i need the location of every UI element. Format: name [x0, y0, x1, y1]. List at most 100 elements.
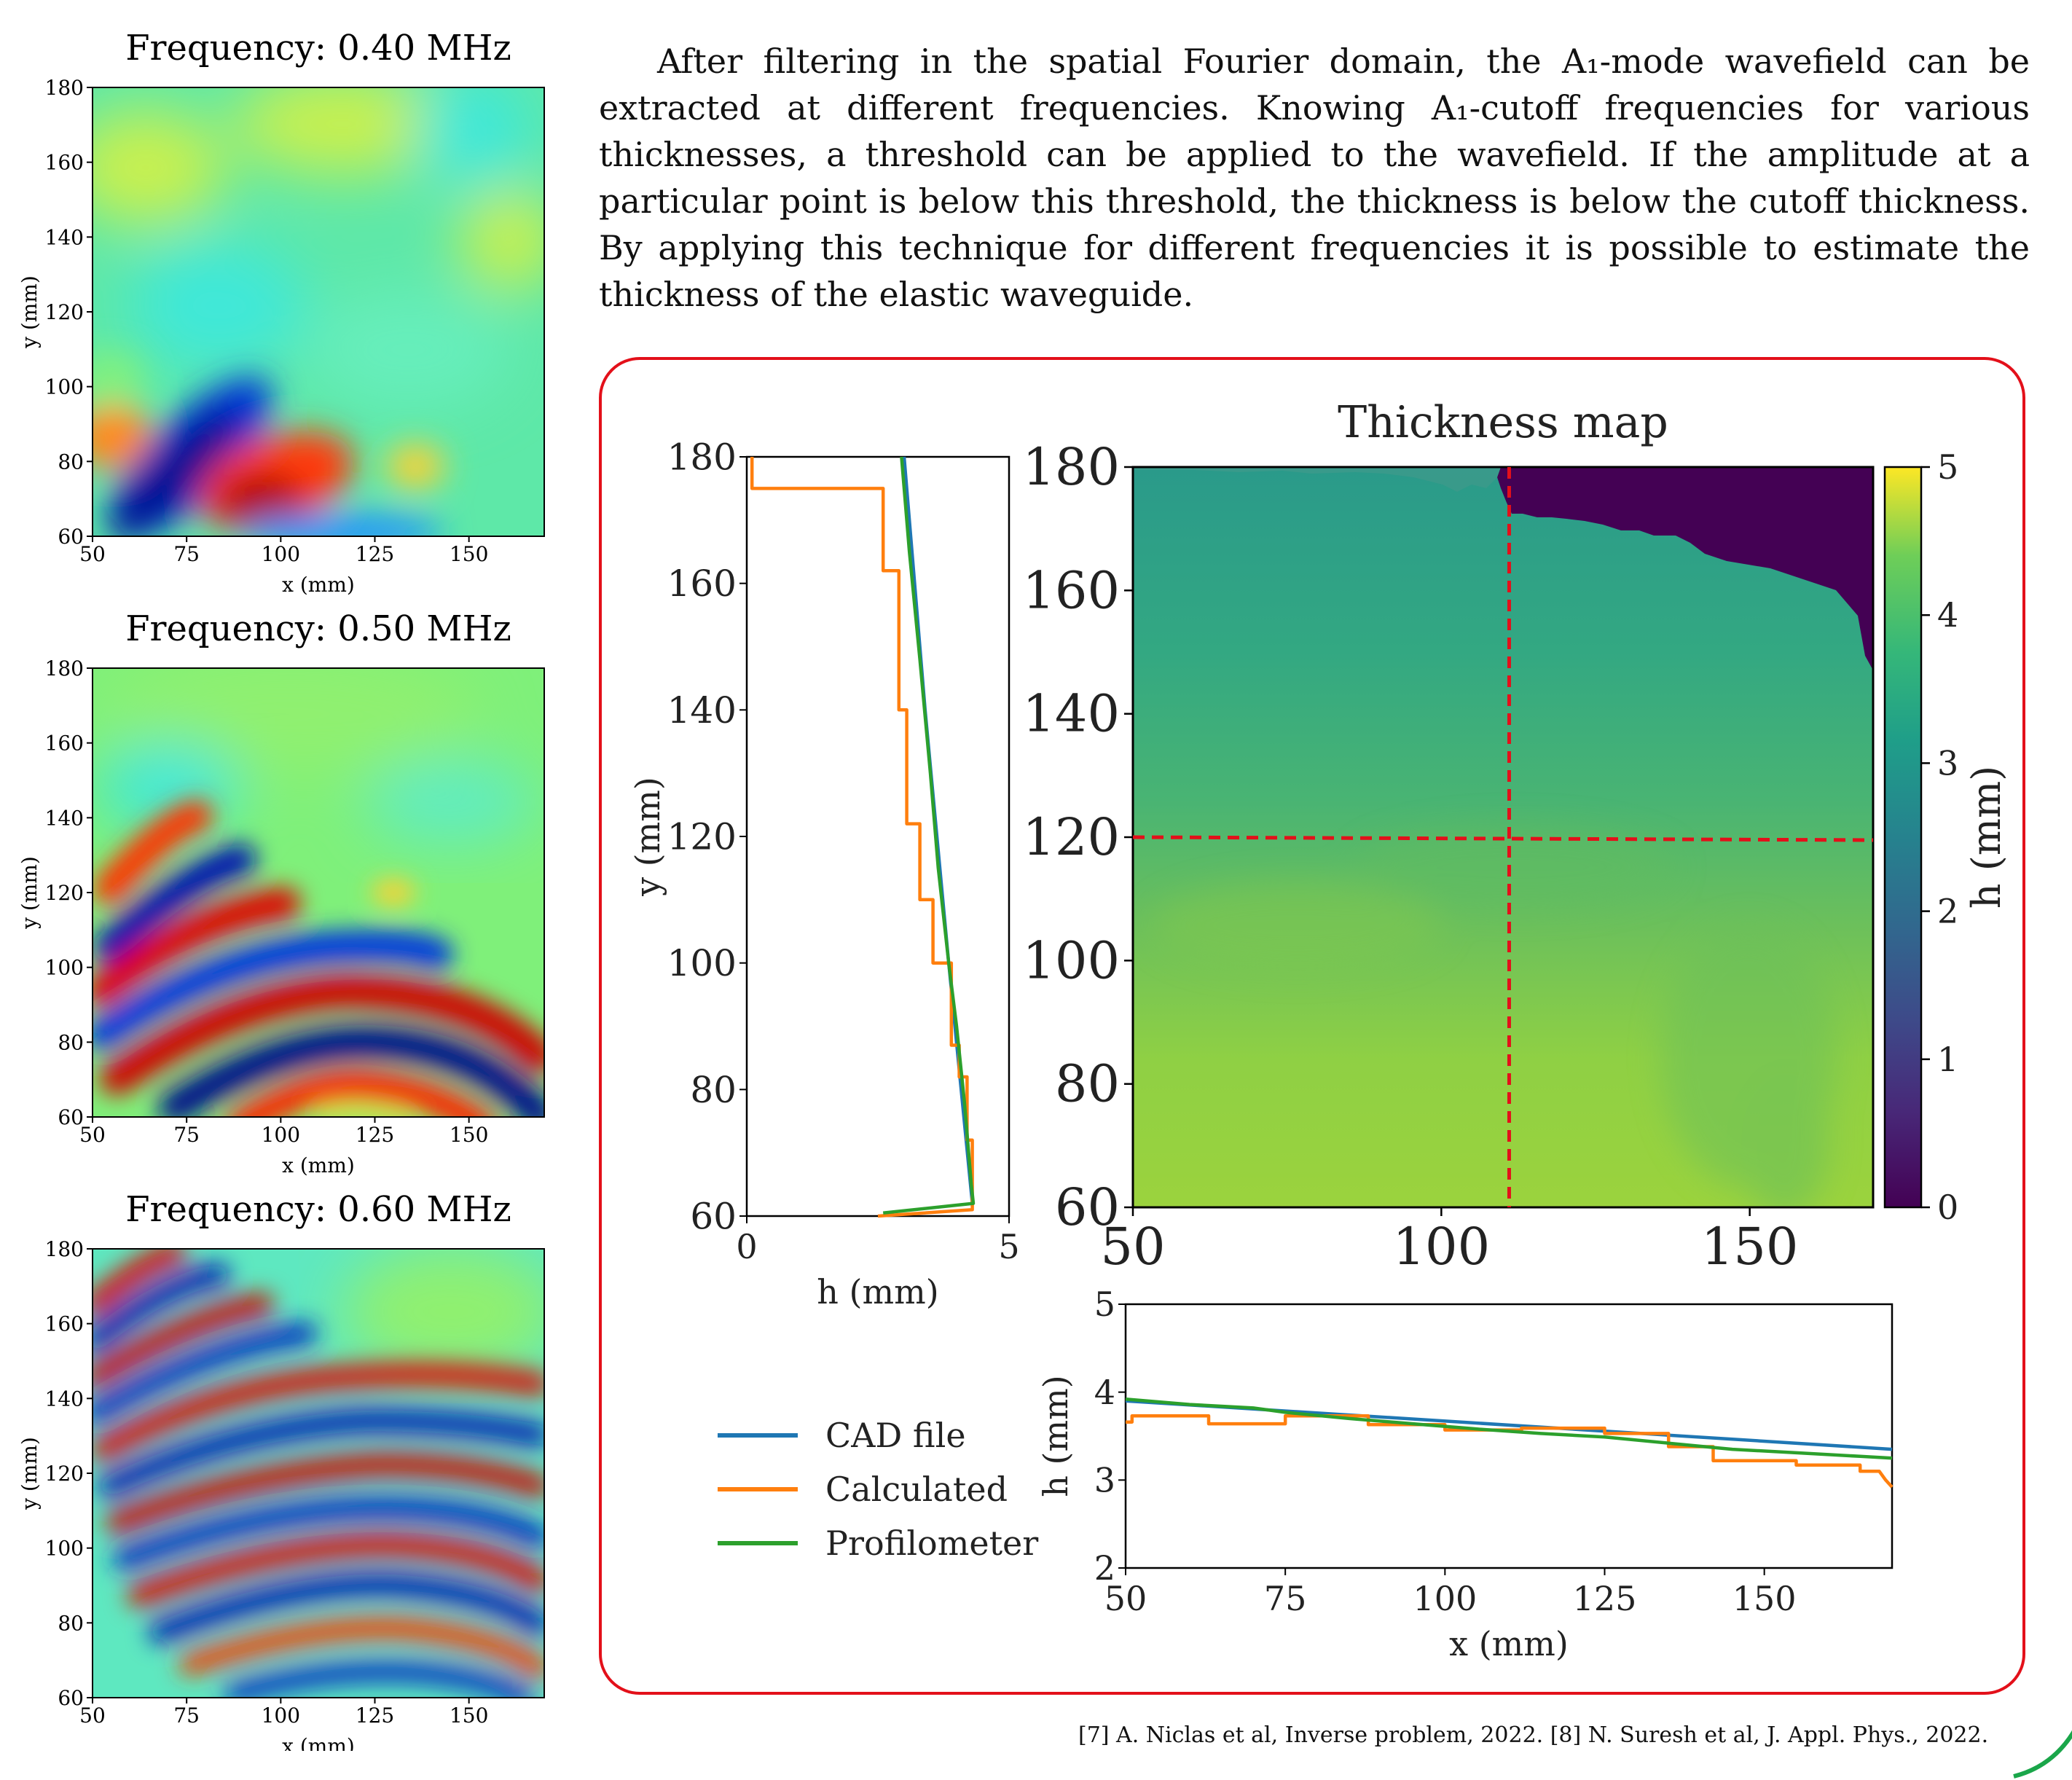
colorbar-label: h (mm): [1963, 766, 2009, 909]
x-tick-label: 0: [736, 1227, 757, 1266]
colorbar: [1883, 466, 1923, 1209]
y-tick-label: 120: [45, 1462, 84, 1486]
wavefield-panel-060: Frequency: 0.60 MHz 50 75 100 1: [17, 1189, 545, 1751]
x-tick-label: 50: [79, 542, 106, 566]
y-tick-label: 180: [667, 436, 737, 479]
y-tick-label: 2: [1094, 1548, 1115, 1588]
y-tick-label: 100: [1022, 930, 1120, 990]
x-tick-label: 125: [356, 1123, 394, 1147]
below-cutoff-region: [1497, 467, 1873, 670]
y-tick-label: 140: [1022, 684, 1120, 744]
x-tick-label: 75: [173, 1123, 200, 1147]
colorbar-tick-label: 3: [1937, 743, 1958, 783]
x-axis-label: x (mm): [282, 573, 355, 597]
series-line-profilometer: [882, 456, 976, 1215]
y-tick-label: 3: [1094, 1460, 1115, 1499]
crosshair-horizontal: [1132, 835, 1874, 842]
y-tick-label: 100: [667, 942, 737, 984]
profile-h-vs-y-chart: 0 5 60 80 100 120 140 160 180 h (mm) y (mm): [628, 436, 1020, 1312]
colorbar-tick-label: 4: [1937, 595, 1958, 635]
y-tick-label: 180: [45, 76, 84, 100]
wavefield-panel-040: Frequency: 0.40 MHz: [17, 28, 545, 597]
colorbar-tick-label: 2: [1937, 892, 1958, 931]
x-tick-label: 75: [173, 1703, 200, 1728]
x-tick-label: 100: [262, 1703, 300, 1728]
x-tick-label: 50: [1104, 1579, 1147, 1618]
y-tick-label: 160: [1022, 560, 1120, 620]
y-axis-label: y (mm): [628, 777, 667, 897]
x-tick-label: 75: [1264, 1579, 1307, 1618]
x-tick-label: 50: [79, 1703, 106, 1728]
y-tick-label: 120: [45, 881, 84, 905]
x-tick-label: 125: [356, 1703, 394, 1728]
y-tick-label: 60: [1055, 1177, 1120, 1237]
y-tick-label: 60: [58, 1686, 84, 1710]
y-tick-label: 140: [667, 689, 737, 732]
series-line-profilometer: [1125, 1397, 1893, 1460]
y-tick-label: 120: [45, 300, 84, 324]
wavefield-image: [93, 87, 544, 536]
x-tick-label: 50: [1100, 1217, 1165, 1277]
x-tick-label: 50: [79, 1123, 106, 1147]
x-tick-label: 100: [262, 542, 300, 566]
x-tick-label: 100: [1413, 1579, 1477, 1618]
y-tick-label: 60: [58, 525, 84, 549]
panel-title: Frequency: 0.60 MHz: [125, 1189, 511, 1230]
x-tick-label: 75: [173, 542, 200, 566]
y-tick-label: 180: [1022, 437, 1120, 497]
axis-ticks: 50 75 100 125 150 60 80 100 120 140 160 180: [45, 1237, 489, 1728]
colorbar-tick-label: 1: [1937, 1040, 1958, 1079]
footnote: [7] A. Niclas et al, Inverse problem, 20…: [1078, 1722, 1989, 1748]
legend: CAD file Calculated Profilometer: [718, 1416, 1038, 1563]
axis-ticks: 50 75 100 125 150 60 80 100 120 140 160 180: [45, 656, 489, 1147]
x-tick-label: 150: [1732, 1579, 1797, 1618]
axis-ticks: 50 75 100 125 150 60 80 100 120 140 160 180: [45, 76, 489, 566]
panel-title: Frequency: 0.50 MHz: [125, 608, 511, 649]
y-tick-label: 100: [45, 1537, 84, 1561]
wavefield-image: [93, 668, 544, 1117]
y-tick-label: 160: [45, 732, 84, 756]
x-tick-label: 125: [1573, 1579, 1637, 1618]
x-tick-label: 150: [450, 542, 488, 566]
map-title: Thickness map: [1338, 397, 1668, 448]
plot-frame: [1124, 1303, 1894, 1569]
y-axis-label: y (mm): [17, 856, 42, 930]
y-tick-label: 60: [690, 1196, 737, 1238]
x-axis-label: x (mm): [282, 1153, 355, 1177]
x-tick-label: 125: [356, 542, 394, 566]
x-tick-label: 100: [262, 1123, 300, 1147]
x-tick-label: 5: [998, 1227, 1019, 1266]
y-tick-label: 160: [667, 562, 737, 605]
y-tick-label: 160: [45, 151, 84, 175]
wavefield-panel-050: Frequency: 0.50 MHz 50 75 100 125 150 60 80: [17, 608, 545, 1177]
y-tick-label: 80: [690, 1069, 737, 1111]
y-tick-label: 180: [45, 656, 84, 681]
y-tick-label: 80: [58, 1611, 84, 1635]
y-tick-label: 140: [45, 806, 84, 830]
y-axis-label: h (mm): [1036, 1375, 1075, 1497]
y-tick-label: 160: [45, 1312, 84, 1336]
y-tick-label: 60: [58, 1105, 84, 1129]
plot-frame: [745, 455, 1011, 1218]
y-tick-label: 5: [1094, 1285, 1115, 1324]
wavefield-image: [93, 1249, 544, 1698]
x-tick-label: 150: [450, 1123, 488, 1147]
x-tick-label: 100: [1393, 1217, 1491, 1277]
colorbar-tick-label: 5: [1937, 447, 1958, 487]
panel-title: Frequency: 0.40 MHz: [125, 28, 511, 68]
y-tick-label: 80: [58, 450, 84, 474]
legend-label: Calculated: [825, 1470, 1008, 1509]
x-axis-label: x (mm): [1449, 1624, 1569, 1663]
x-tick-label: 150: [450, 1703, 488, 1728]
y-tick-label: 80: [1055, 1054, 1120, 1114]
x-axis-label: x (mm): [282, 1734, 355, 1751]
y-tick-label: 100: [45, 956, 84, 980]
x-axis-label: h (mm): [817, 1272, 938, 1312]
colorbar-tick-label: 0: [1937, 1188, 1958, 1227]
y-tick-label: 140: [45, 225, 84, 249]
y-tick-label: 120: [667, 816, 737, 858]
y-axis-label: y (mm): [17, 275, 42, 349]
